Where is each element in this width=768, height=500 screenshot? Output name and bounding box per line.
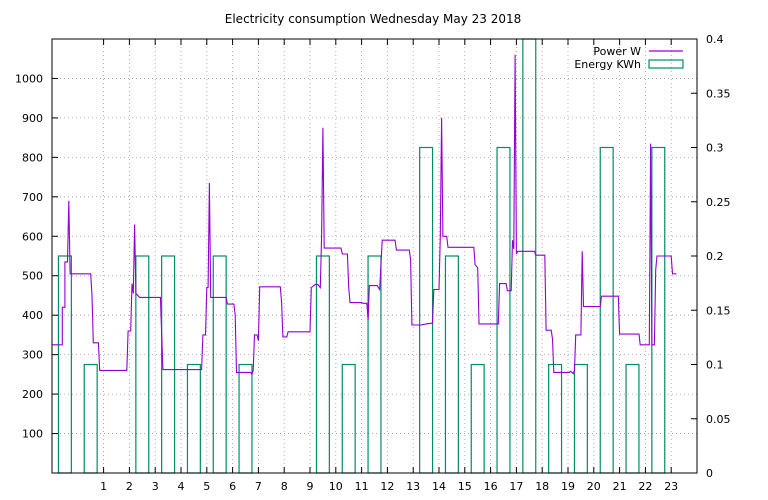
x-axis: 1 2 3 4 5 6 7 8 9 10 11 12 13 14 15 16 17 18 19 20 21 22 23 [100, 39, 678, 493]
x-tick-label: 2 [126, 480, 133, 493]
x-tick-label: 22 [638, 480, 652, 493]
y-tick-label: 100 [22, 428, 43, 441]
x-tick-label: 6 [229, 480, 236, 493]
x-tick-label: 8 [281, 480, 288, 493]
energy-bar [522, 38, 537, 474]
energy-bar [83, 363, 98, 474]
y2-tick-label: 0.3 [706, 142, 724, 155]
y-axis-right: 0 0.05 0.1 0.15 0.2 0.25 0.3 0.35 0.4 [691, 33, 731, 480]
x-tick-label: 5 [203, 480, 210, 493]
y-tick-label: 600 [22, 230, 43, 243]
y2-tick-label: 0.2 [706, 250, 724, 263]
energy-bar [135, 255, 150, 474]
x-tick-label: 15 [458, 480, 472, 493]
energy-bar [470, 363, 485, 474]
grid [52, 39, 697, 473]
x-tick-label: 14 [432, 480, 446, 493]
energy-bar [186, 363, 201, 474]
y2-tick-label: 0.05 [706, 413, 731, 426]
y-tick-label: 300 [22, 349, 43, 362]
energy-bar [341, 363, 356, 474]
x-tick-label: 23 [664, 480, 678, 493]
energy-bar [212, 255, 227, 474]
energy-bar [238, 363, 253, 474]
y-axis-left: 100 200 300 400 500 600 700 800 900 1000 [15, 72, 58, 441]
x-tick-label: 10 [329, 480, 343, 493]
legend-label-energy: Energy KWh [574, 58, 641, 71]
legend-label-power: Power W [593, 45, 641, 58]
y2-tick-label: 0.25 [706, 196, 731, 209]
energy-bar [444, 255, 459, 474]
power-line-layer [52, 54, 677, 376]
x-tick-label: 11 [355, 480, 369, 493]
x-tick-label: 16 [484, 480, 498, 493]
x-tick-label: 7 [255, 480, 262, 493]
y-tick-label: 900 [22, 112, 43, 125]
y2-tick-label: 0.1 [706, 359, 724, 372]
y-tick-label: 200 [22, 388, 43, 401]
legend-swatch-energy [648, 59, 684, 69]
chart-title: Electricity consumption Wednesday May 23… [225, 12, 521, 26]
energy-bar [419, 146, 434, 474]
x-tick-label: 13 [406, 480, 420, 493]
x-tick-label: 9 [307, 480, 314, 493]
y2-tick-label: 0 [706, 467, 713, 480]
y-tick-label: 1000 [15, 72, 43, 85]
y-tick-label: 800 [22, 151, 43, 164]
y2-tick-label: 0.15 [706, 304, 731, 317]
energy-bar [599, 146, 614, 474]
energy-bar [548, 363, 563, 474]
x-tick-label: 4 [178, 480, 185, 493]
x-tick-label: 21 [613, 480, 627, 493]
y2-tick-label: 0.4 [706, 33, 724, 46]
x-tick-label: 1 [100, 480, 107, 493]
x-tick-label: 12 [380, 480, 394, 493]
energy-bar [315, 255, 330, 474]
y-tick-label: 500 [22, 270, 43, 283]
y2-tick-label: 0.35 [706, 87, 731, 100]
energy-bar [573, 363, 588, 474]
x-tick-label: 20 [587, 480, 601, 493]
x-tick-label: 17 [509, 480, 523, 493]
x-tick-label: 18 [535, 480, 549, 493]
power-line [52, 54, 677, 376]
energy-bar [161, 255, 176, 474]
energy-bar [651, 146, 666, 474]
x-tick-label: 3 [152, 480, 159, 493]
x-tick-label: 19 [561, 480, 575, 493]
energy-bar [625, 363, 640, 474]
y-tick-label: 400 [22, 309, 43, 322]
y-tick-label: 700 [22, 191, 43, 204]
